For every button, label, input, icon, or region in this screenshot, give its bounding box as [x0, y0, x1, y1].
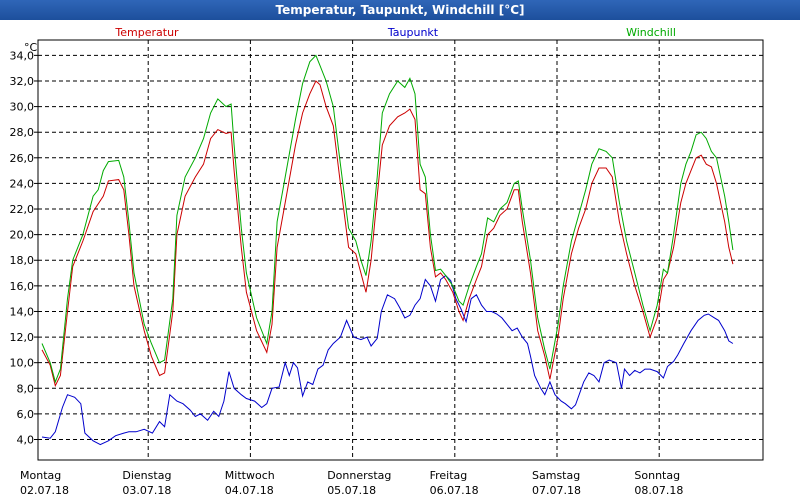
y-tick-label: 34,0: [10, 49, 35, 62]
x-date-label: 02.07.18: [20, 484, 69, 497]
series-line-windchill: [41, 54, 734, 384]
y-tick-label: 10,0: [10, 357, 35, 370]
series-lines: [41, 54, 734, 446]
x-day-label: Montag: [20, 469, 61, 482]
y-tick-label: 32,0: [10, 75, 35, 88]
legend-windchill: Windchill: [626, 26, 676, 39]
y-tick-label: 26,0: [10, 152, 35, 165]
y-tick-label: 8,0: [17, 382, 35, 395]
horizontal-gridlines: [38, 54, 763, 441]
x-day-label: Samstag: [532, 469, 580, 482]
legend-temperatur: Temperatur: [114, 26, 179, 39]
x-day-label: Sonntag: [634, 469, 680, 482]
x-day-label: Dienstag: [122, 469, 171, 482]
y-axis-unit: °C: [24, 41, 38, 54]
series-line-temperatur: [41, 80, 734, 388]
y-axis-ticks: 4,0 6,0 8,0 10,0 12,0 14,0 16,0 18,0 20,0 22,0 24,…: [10, 49, 38, 447]
x-day-label: Mittwoch: [225, 469, 275, 482]
y-tick-label: 20,0: [10, 229, 35, 242]
y-tick-label: 14,0: [10, 305, 35, 318]
x-date-label: 05.07.18: [327, 484, 376, 497]
x-date-label: 08.07.18: [634, 484, 683, 497]
y-tick-label: 18,0: [10, 254, 35, 267]
x-date-label: 04.07.18: [225, 484, 274, 497]
y-tick-label: 12,0: [10, 331, 35, 344]
chart-title: Temperatur, Taupunkt, Windchill [°C]: [0, 0, 800, 20]
legend: Temperatur Taupunkt Windchill: [114, 26, 676, 39]
legend-taupunkt: Taupunkt: [387, 26, 439, 39]
y-tick-label: 24,0: [10, 177, 35, 190]
x-day-label: Donnerstag: [327, 469, 391, 482]
x-date-label: 03.07.18: [122, 484, 171, 497]
x-axis-labels: Montag 02.07.18 Dienstag 03.07.18 Mittwoch 04…: [20, 469, 683, 497]
chart-area: 4,0 6,0 8,0 10,0 12,0 14,0 16,0 18,0 20,0 22,0 24,…: [0, 20, 800, 500]
y-tick-label: 6,0: [17, 408, 35, 421]
y-tick-label: 4,0: [17, 434, 35, 447]
x-day-label: Freitag: [430, 469, 468, 482]
y-tick-label: 22,0: [10, 203, 35, 216]
plot-frame: [37, 39, 764, 461]
x-date-label: 06.07.18: [430, 484, 479, 497]
series-line-taupunkt: [41, 274, 734, 446]
y-tick-label: 28,0: [10, 126, 35, 139]
y-tick-label: 16,0: [10, 280, 35, 293]
y-tick-label: 30,0: [10, 101, 35, 114]
vertical-gridlines: [147, 40, 660, 460]
x-date-label: 07.07.18: [532, 484, 581, 497]
